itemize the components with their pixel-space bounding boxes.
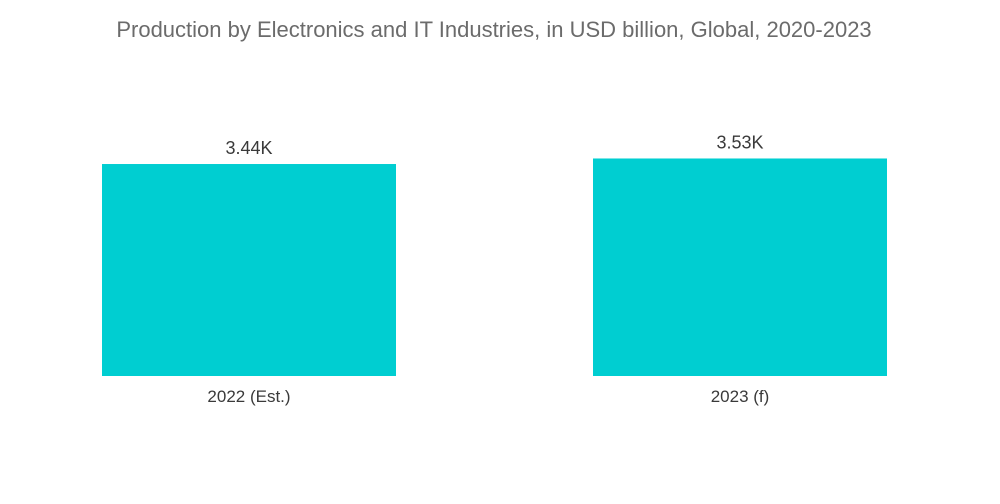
data-label-2: 3.53K (716, 132, 763, 152)
bars-group (102, 158, 887, 376)
data-label-1: 3.44K (225, 138, 272, 158)
x-tick-labels-group: 2022 (Est.) 2023 (f) (207, 387, 769, 406)
chart-title: Production by Electronics and IT Industr… (116, 17, 871, 42)
data-labels-group: 3.44K 3.53K (225, 132, 763, 158)
x-tick-label-1: 2022 (Est.) (207, 387, 290, 406)
x-tick-label-2: 2023 (f) (711, 387, 770, 406)
bar-1 (102, 164, 396, 376)
bar-2 (593, 158, 887, 376)
